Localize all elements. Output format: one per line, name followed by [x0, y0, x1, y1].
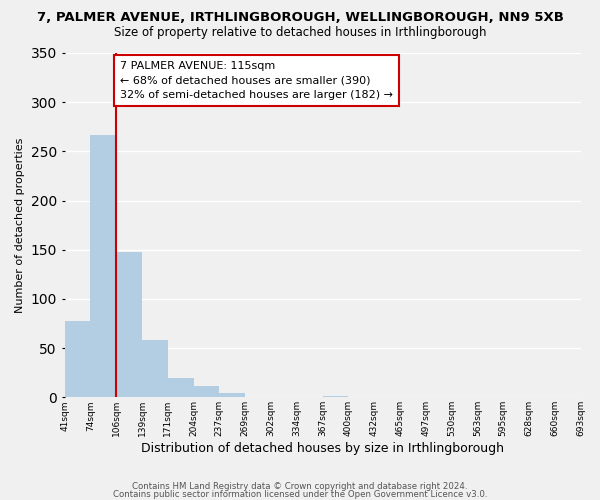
Text: 7 PALMER AVENUE: 115sqm
← 68% of detached houses are smaller (390)
32% of semi-d: 7 PALMER AVENUE: 115sqm ← 68% of detache… — [120, 61, 393, 100]
Bar — [142, 340, 168, 398]
Bar — [65, 320, 91, 398]
Bar — [168, 378, 194, 398]
Y-axis label: Number of detached properties: Number of detached properties — [15, 138, 25, 313]
X-axis label: Distribution of detached houses by size in Irthlingborough: Distribution of detached houses by size … — [141, 442, 504, 455]
Bar — [91, 134, 116, 398]
Bar — [323, 396, 349, 398]
Text: Contains HM Land Registry data © Crown copyright and database right 2024.: Contains HM Land Registry data © Crown c… — [132, 482, 468, 491]
Text: Size of property relative to detached houses in Irthlingborough: Size of property relative to detached ho… — [114, 26, 486, 39]
Bar — [116, 252, 142, 398]
Bar — [220, 394, 245, 398]
Text: 7, PALMER AVENUE, IRTHLINGBOROUGH, WELLINGBOROUGH, NN9 5XB: 7, PALMER AVENUE, IRTHLINGBOROUGH, WELLI… — [37, 11, 563, 24]
Text: Contains public sector information licensed under the Open Government Licence v3: Contains public sector information licen… — [113, 490, 487, 499]
Bar — [194, 386, 220, 398]
